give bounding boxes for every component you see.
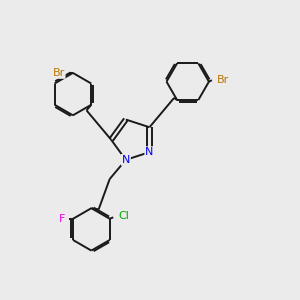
Text: F: F (58, 214, 65, 224)
Text: Br: Br (52, 68, 65, 78)
Text: Cl: Cl (118, 211, 129, 221)
Text: N: N (122, 155, 130, 165)
Text: Br: Br (217, 75, 230, 85)
Text: N: N (145, 147, 154, 157)
